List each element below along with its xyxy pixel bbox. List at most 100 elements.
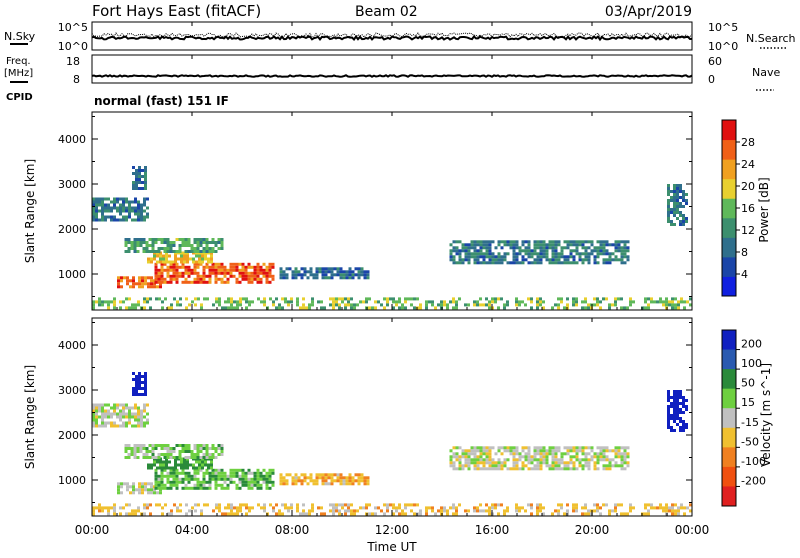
data-cell <box>166 444 170 447</box>
data-cell <box>674 303 677 307</box>
data-cell <box>503 509 506 513</box>
data-cell <box>398 512 401 516</box>
data-cell <box>332 300 335 304</box>
data-cell <box>153 463 156 467</box>
data-cell <box>542 300 545 304</box>
data-cell <box>220 244 224 247</box>
data-cell <box>506 446 510 450</box>
data-cell <box>143 306 146 310</box>
data-cell <box>557 512 560 516</box>
data-cell <box>113 403 116 407</box>
data-cell <box>673 396 676 399</box>
data-cell <box>154 262 158 266</box>
data-cell <box>136 450 140 453</box>
data-cell <box>221 512 224 516</box>
data-cell <box>488 252 492 256</box>
data-cell <box>220 477 224 481</box>
data-cell <box>229 262 233 266</box>
data-cell <box>157 271 161 275</box>
data-cell <box>296 506 299 510</box>
data-cell <box>533 455 537 459</box>
data-cell <box>159 466 162 470</box>
data-cell <box>413 306 416 310</box>
data-cell <box>199 280 203 284</box>
data-cell <box>667 190 670 193</box>
data-cell <box>241 274 245 278</box>
data-cell <box>98 297 101 301</box>
data-cell <box>354 267 358 271</box>
data-cell <box>620 446 624 450</box>
data-cell <box>685 405 688 408</box>
data-cell <box>461 455 465 459</box>
data-cell <box>623 246 627 250</box>
data-cell <box>584 512 587 516</box>
data-cell <box>187 241 191 244</box>
data-cell <box>208 250 212 253</box>
data-cell <box>227 503 230 507</box>
data-cell <box>673 417 676 420</box>
data-cell <box>673 223 676 226</box>
data-cell <box>142 247 146 250</box>
data-cell <box>253 277 257 281</box>
data-cell <box>673 429 676 432</box>
data-cell <box>138 488 141 492</box>
data-cell <box>153 257 156 261</box>
data-cell <box>338 509 341 513</box>
data-cell <box>169 265 173 269</box>
data-cell <box>187 444 191 447</box>
data-cell <box>425 300 428 304</box>
data-cell <box>620 297 623 301</box>
data-cell <box>452 249 456 253</box>
data-cell <box>184 447 188 450</box>
data-cell <box>614 452 618 456</box>
data-cell <box>332 506 335 510</box>
data-cell <box>602 458 606 462</box>
data-cell <box>587 240 591 244</box>
data-cell <box>137 418 140 422</box>
data-cell <box>557 306 560 310</box>
data-cell <box>119 409 122 413</box>
data-cell <box>147 276 150 280</box>
data-cell <box>169 241 173 244</box>
data-cell <box>229 274 233 278</box>
data-cell <box>676 208 679 211</box>
data-cell <box>587 467 591 471</box>
data-cell <box>320 512 323 516</box>
data-cell <box>272 506 275 510</box>
data-cell <box>159 260 162 264</box>
data-cell <box>476 255 480 259</box>
data-cell <box>140 409 143 413</box>
data-cell <box>449 252 453 256</box>
data-cell <box>124 456 128 459</box>
data-cell <box>467 458 471 462</box>
data-cell <box>294 270 298 274</box>
data-cell <box>386 297 389 301</box>
data-cell <box>139 447 143 450</box>
data-cell <box>218 503 221 507</box>
data-cell <box>674 512 677 516</box>
data-cell <box>210 466 213 470</box>
data-cell <box>238 468 242 472</box>
data-cell <box>321 273 325 277</box>
data-cell <box>268 280 272 284</box>
data-cell <box>491 261 495 265</box>
data-cell <box>146 297 149 301</box>
data-cell <box>95 218 98 222</box>
data-cell <box>425 512 428 516</box>
data-cell <box>611 464 615 468</box>
data-cell <box>150 260 153 264</box>
data-cell <box>452 461 456 465</box>
data-cell <box>539 303 542 307</box>
power-colorbar-label: Power [dB] <box>757 177 771 242</box>
data-cell <box>113 197 116 201</box>
data-cell <box>119 424 122 428</box>
data-cell <box>131 412 134 416</box>
data-cell <box>536 446 540 450</box>
data-cell <box>210 463 213 467</box>
data-cell <box>144 372 147 375</box>
data-cell <box>236 303 239 307</box>
data-cell <box>166 474 170 478</box>
data-cell <box>147 282 150 286</box>
data-cell <box>620 252 624 256</box>
